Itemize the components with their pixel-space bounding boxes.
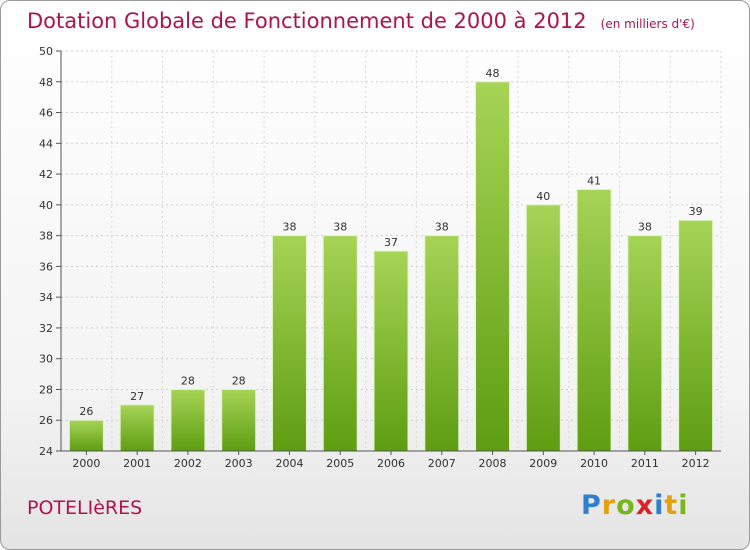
bar-value-label: 27 [130, 390, 144, 403]
bar-value-label: 38 [333, 221, 347, 234]
y-tick-label: 44 [39, 137, 53, 150]
x-tick-label: 2003 [225, 457, 253, 470]
logo-letter: t [664, 490, 679, 521]
bar-value-label: 48 [486, 67, 500, 80]
bar-value-label: 39 [689, 205, 703, 218]
y-tick-label: 24 [39, 445, 53, 458]
bar [576, 188, 612, 452]
y-tick-label: 28 [39, 383, 53, 396]
x-tick-label: 2012 [682, 457, 710, 470]
bar-value-label: 38 [638, 221, 652, 234]
x-tick-label: 2007 [428, 457, 456, 470]
x-tick-label: 2010 [580, 457, 608, 470]
bar-value-label: 26 [79, 405, 93, 418]
bar-value-label: 38 [435, 221, 449, 234]
y-tick-label: 50 [39, 45, 53, 58]
y-tick-label: 48 [39, 76, 53, 89]
x-tick-label: 2004 [275, 457, 303, 470]
logo-letter: o [616, 490, 636, 521]
bar-value-label: 40 [536, 190, 550, 203]
bar [271, 235, 307, 452]
y-tick-label: 46 [39, 107, 53, 120]
bar-value-label: 37 [384, 236, 398, 249]
y-tick-label: 26 [39, 414, 53, 427]
chart-title-text: Dotation Globale de Fonctionnement de 20… [27, 9, 587, 33]
bar [373, 250, 409, 452]
x-tick-label: 2011 [631, 457, 659, 470]
x-tick-label: 2002 [174, 457, 202, 470]
bar [627, 235, 663, 452]
bar [475, 81, 511, 452]
y-tick-label: 30 [39, 353, 53, 366]
x-axis: 2000 2001 2002 2003 2004 2005 2006 2007 2008 2009… [61, 450, 721, 470]
x-tick-label: 2001 [123, 457, 151, 470]
bar-value-label: 38 [282, 221, 296, 234]
bar [525, 204, 561, 452]
logo-letter: x [635, 490, 655, 521]
chart-unit: (en milliers d'€) [600, 17, 695, 31]
x-tick-label: 2008 [479, 457, 507, 470]
y-tick-label: 38 [39, 230, 53, 243]
x-tick-label: 2009 [529, 457, 557, 470]
commune-name: POTELIèRES [27, 497, 143, 519]
bar [322, 235, 358, 452]
bars: 26 27 28 28 38 38 37 38 48 40 41 38 39 [68, 67, 714, 452]
logo-letter: i [654, 490, 665, 521]
y-axis: 24 26 28 30 32 34 36 38 40 42 44 46 48 50 [39, 45, 62, 458]
bar [221, 388, 257, 452]
logo-letter: r [601, 490, 617, 521]
proxiti-logo[interactable]: Proxiti [581, 490, 689, 521]
logo-letter: i [678, 490, 689, 521]
bar [170, 388, 206, 452]
bar [68, 419, 104, 452]
y-tick-label: 36 [39, 260, 53, 273]
bar-value-label: 28 [181, 374, 195, 387]
x-tick-label: 2005 [326, 457, 354, 470]
bar [424, 235, 460, 452]
logo-letter: P [581, 490, 602, 521]
bar [119, 404, 155, 452]
x-tick-label: 2006 [377, 457, 405, 470]
bar-value-label: 28 [232, 374, 246, 387]
x-tick-label: 2000 [72, 457, 100, 470]
y-tick-label: 40 [39, 199, 53, 212]
bar-value-label: 41 [587, 174, 601, 187]
bar [678, 219, 714, 452]
y-tick-label: 42 [39, 168, 53, 181]
y-tick-label: 32 [39, 322, 53, 335]
chart-title: Dotation Globale de Fonctionnement de 20… [27, 9, 695, 33]
y-tick-label: 34 [39, 291, 53, 304]
